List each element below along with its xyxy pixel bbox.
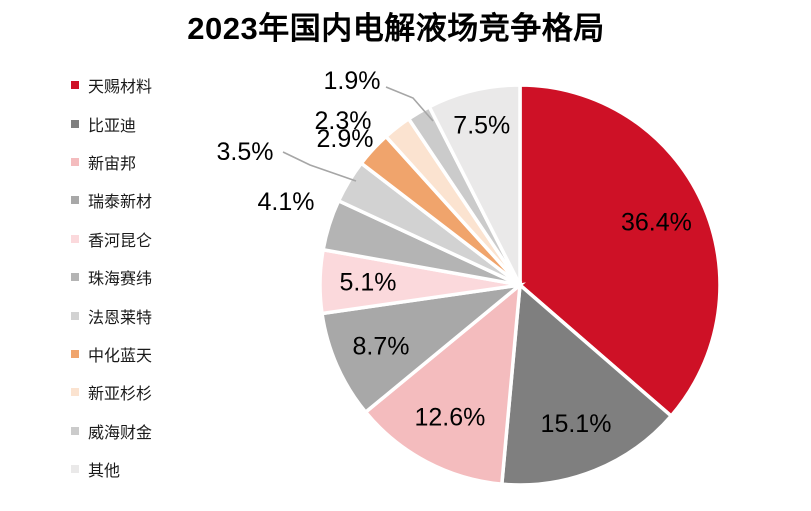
legend-item-3: 新宙邦 — [71, 143, 152, 181]
legend-label: 其他 — [88, 463, 121, 481]
legend-label: 法恩莱特 — [88, 309, 153, 327]
legend-marker — [71, 157, 79, 166]
legend: 天赐材料比亚迪新宙邦瑞泰新材香河昆仑珠海赛纬法恩莱特中化蓝天新亚杉杉威海财金其他 — [71, 66, 152, 488]
legend-item-9: 新亚杉杉 — [71, 373, 152, 411]
legend-label: 新亚杉杉 — [88, 386, 153, 404]
pie-slice-3 — [363, 280, 523, 487]
data-label-8: 2.9% — [317, 125, 374, 153]
legend-item-7: 法恩莱特 — [71, 296, 152, 334]
data-label-1: 36.4% — [621, 209, 692, 237]
data-label-9: 2.3% — [315, 107, 372, 135]
data-label-10: 1.9% — [324, 67, 381, 95]
legend-item-8: 中化蓝天 — [71, 335, 152, 373]
legend-item-1: 天赐材料 — [71, 66, 152, 104]
chart-title: 2023年国内电解液场竞争格局 — [187, 11, 605, 46]
legend-item-4: 瑞泰新材 — [71, 181, 152, 219]
legend-label: 香河昆仑 — [88, 232, 153, 250]
pie-slice-11 — [426, 83, 522, 286]
pie-slice-1 — [518, 83, 722, 419]
pie-slice-2 — [499, 281, 674, 487]
legend-marker — [71, 81, 79, 90]
legend-label: 比亚迪 — [88, 117, 137, 135]
legend-item-6: 珠海赛纬 — [71, 258, 152, 296]
legend-label: 天赐材料 — [88, 79, 153, 97]
legend-item-10: 威海财金 — [71, 412, 152, 450]
legend-marker — [71, 311, 79, 320]
data-label-11: 7.5% — [453, 112, 510, 140]
legend-label: 中化蓝天 — [88, 347, 153, 365]
legend-item-2: 比亚迪 — [71, 104, 152, 142]
data-label-7: 3.5% — [217, 138, 274, 166]
data-label-5: 5.1% — [340, 268, 397, 296]
legend-label: 威海财金 — [88, 424, 153, 442]
data-label-3: 12.6% — [414, 404, 485, 432]
legend-marker — [71, 465, 79, 474]
legend-item-5: 香河昆仑 — [71, 220, 152, 258]
data-label-2: 15.1% — [541, 410, 612, 438]
legend-marker — [71, 119, 79, 128]
legend-marker — [71, 349, 79, 358]
legend-marker — [71, 426, 79, 435]
leader-line-7 — [282, 151, 357, 182]
legend-item-11: 其他 — [71, 450, 152, 488]
legend-marker — [71, 196, 79, 205]
legend-label: 新宙邦 — [88, 155, 137, 173]
data-label-6: 4.1% — [258, 188, 315, 216]
legend-marker — [71, 273, 79, 282]
legend-label: 珠海赛纬 — [88, 271, 153, 289]
data-label-4: 8.7% — [353, 332, 410, 360]
pie-slice-4 — [320, 282, 526, 415]
legend-label: 瑞泰新材 — [88, 194, 153, 212]
legend-marker — [71, 234, 79, 243]
legend-marker — [71, 388, 79, 397]
leader-line-10 — [385, 86, 434, 122]
